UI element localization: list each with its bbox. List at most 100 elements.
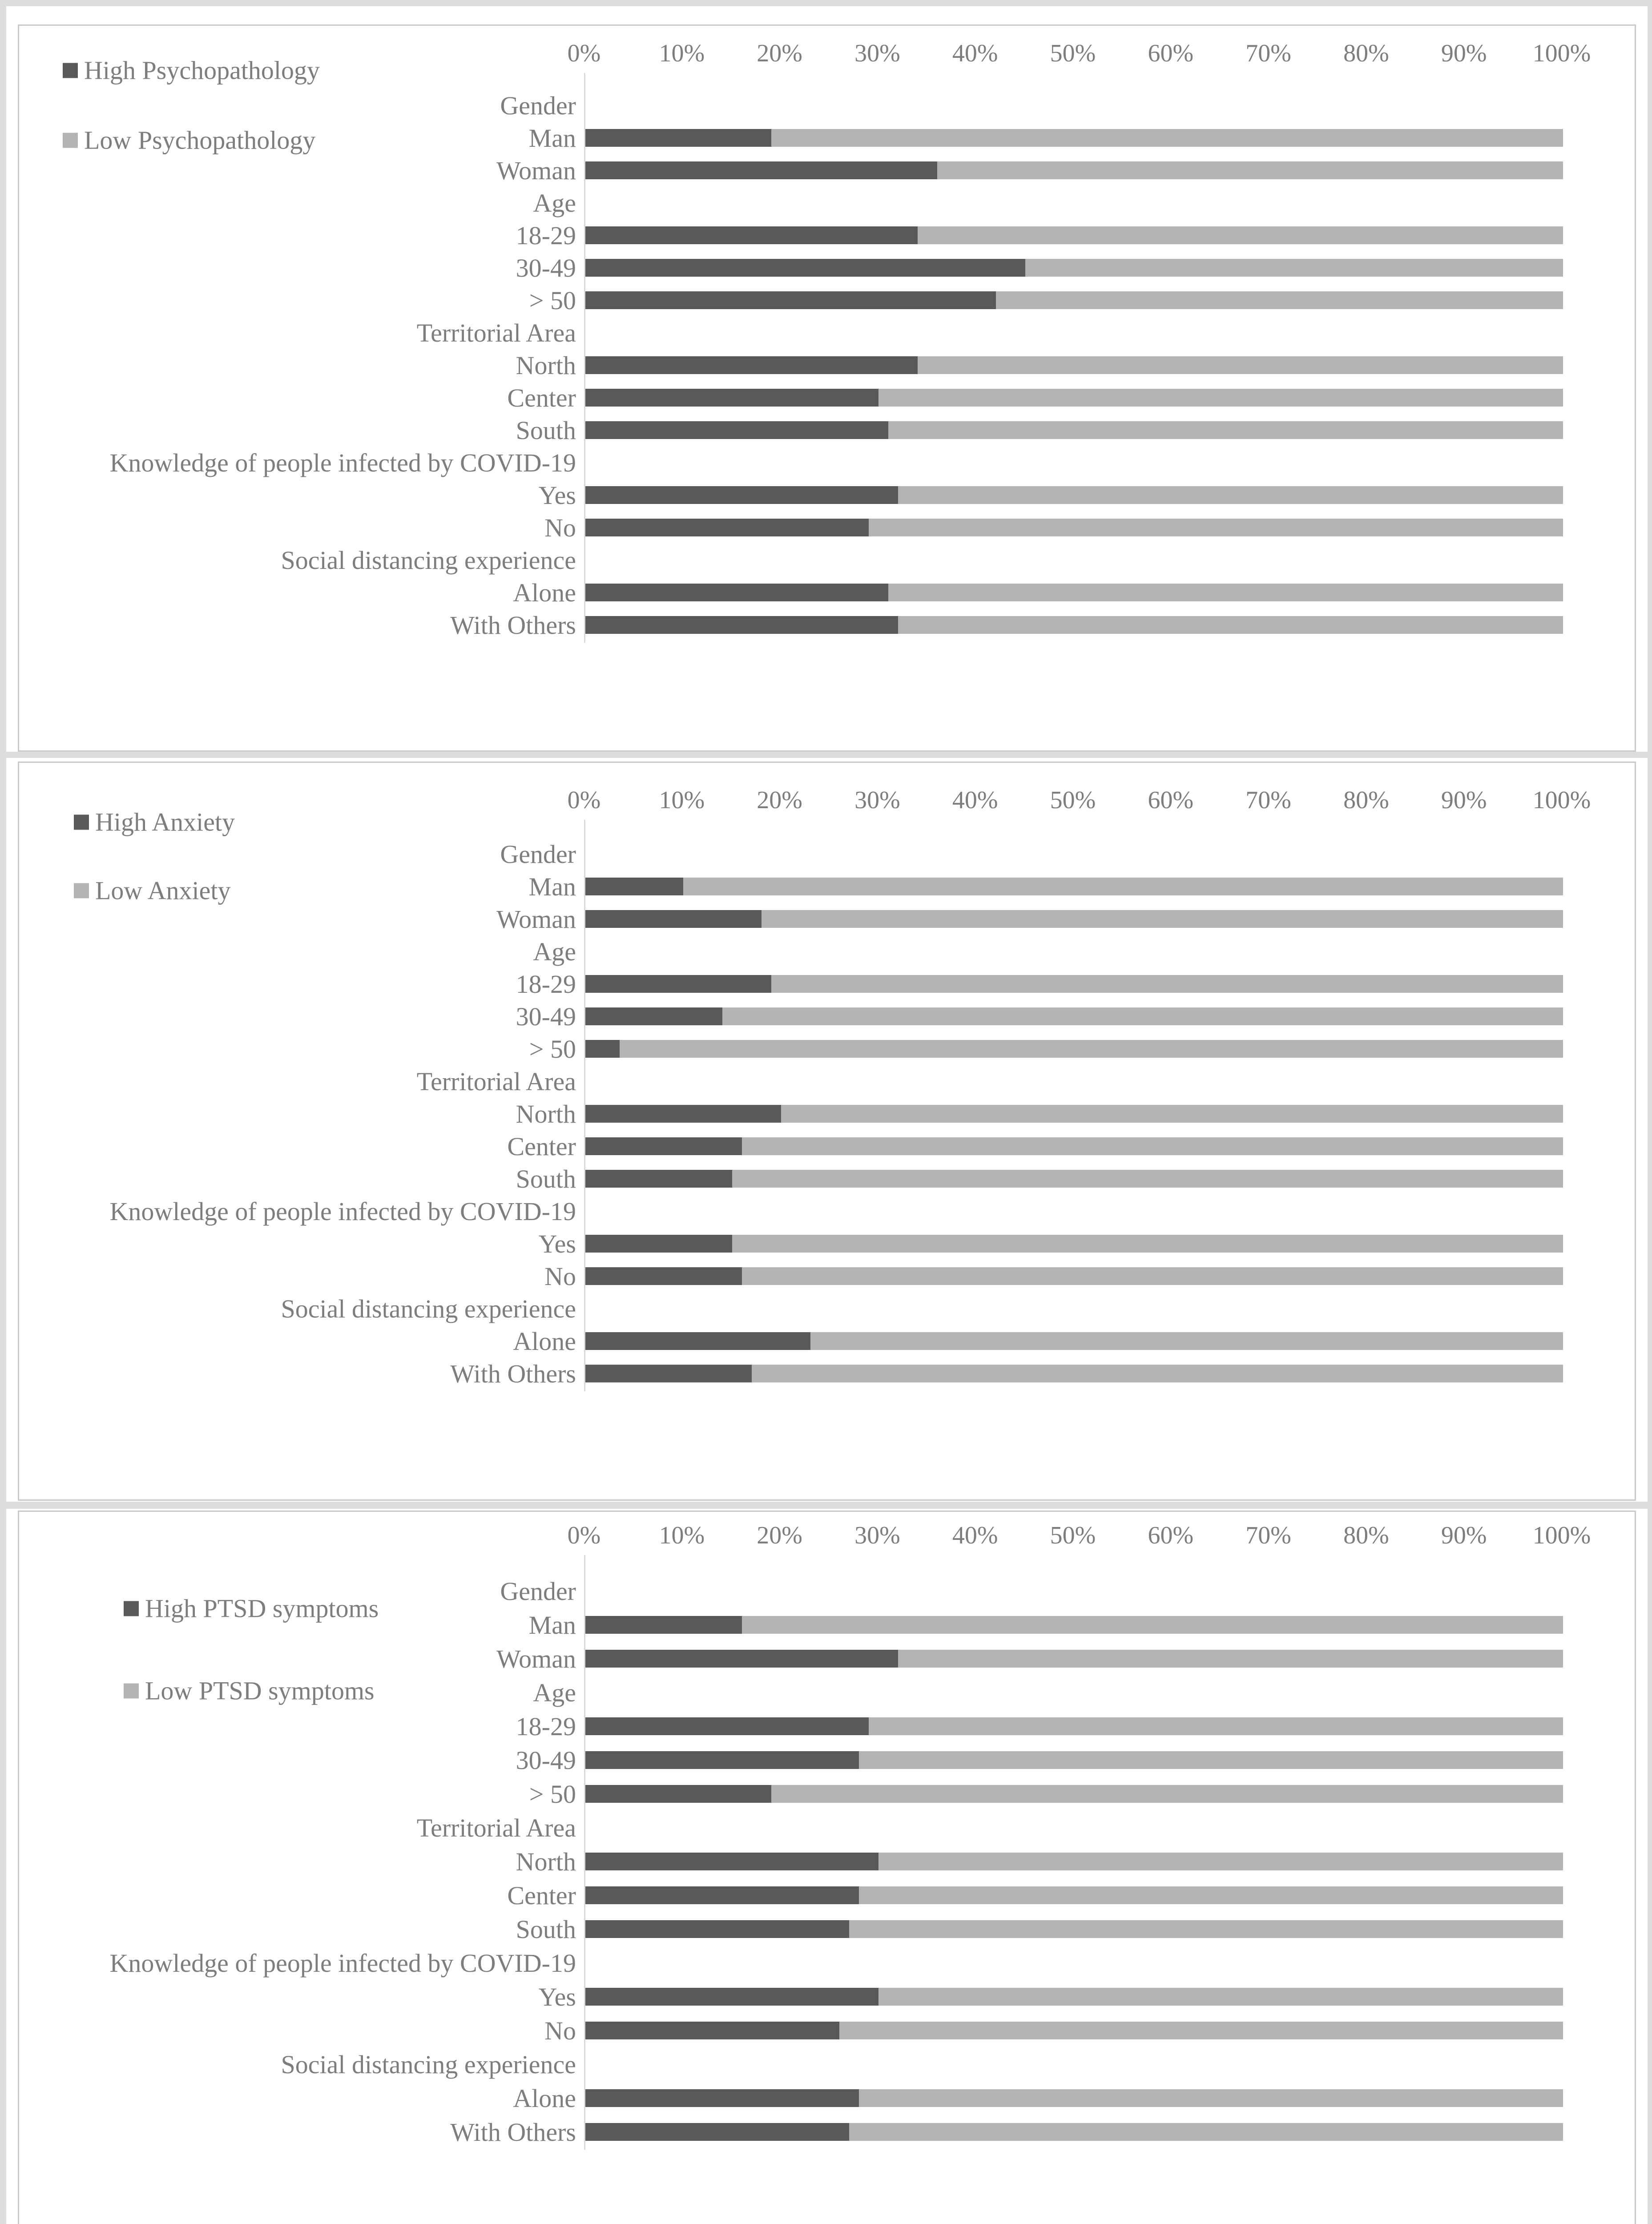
category-label: Woman — [496, 905, 576, 934]
legend-swatch-high — [74, 814, 89, 830]
low-segment — [619, 1040, 1563, 1058]
page-border-top — [0, 0, 1652, 6]
group-header-label: Age — [533, 937, 576, 966]
category-label: 18-29 — [516, 1712, 576, 1741]
stacked-bar — [585, 910, 1563, 928]
category-label: 30-49 — [516, 1002, 576, 1031]
stacked-bar — [585, 356, 1563, 374]
group-header-label: Gender — [500, 1577, 576, 1606]
category-label: Man — [528, 872, 576, 901]
axis-tick-label: 50% — [1050, 1522, 1096, 1549]
category-label: Alone — [513, 1327, 576, 1356]
stacked-bar — [585, 1137, 1563, 1155]
stacked-bar — [585, 519, 1563, 536]
panel-separator-2 — [0, 1502, 1652, 1509]
axis-tick-label: 100% — [1532, 40, 1591, 67]
axis-tick-label: 20% — [757, 1522, 802, 1549]
low-segment — [898, 486, 1563, 504]
low-segment — [839, 2022, 1563, 2039]
low-segment — [751, 1365, 1563, 1382]
stacked-bar — [585, 584, 1563, 601]
low-segment — [771, 129, 1563, 147]
low-segment — [888, 584, 1563, 601]
category-label: North — [516, 1100, 576, 1128]
low-segment — [849, 2123, 1563, 2141]
axis-tick-label: 60% — [1148, 40, 1194, 67]
low-segment — [918, 226, 1563, 244]
high-segment — [585, 389, 879, 407]
legend-swatch-high — [63, 63, 78, 78]
category-label: 30-49 — [516, 254, 576, 282]
group-header-label: Territorial Area — [416, 1067, 576, 1096]
high-segment — [585, 910, 762, 928]
axis-tick-label: 40% — [952, 40, 998, 67]
legend-label-low: Low PTSD symptoms — [145, 1676, 375, 1705]
high-segment — [585, 291, 996, 309]
category-label: Woman — [496, 1644, 576, 1673]
low-segment — [1025, 259, 1563, 277]
high-segment — [585, 519, 869, 536]
category-label: Center — [507, 1132, 576, 1161]
y-axis-line — [584, 73, 585, 643]
high-segment — [585, 356, 918, 374]
axis-tick-label: 60% — [1148, 1522, 1194, 1549]
high-segment — [585, 1717, 869, 1735]
axis-tick-label: 90% — [1441, 786, 1487, 814]
legend-item-low: Low Psychopathology — [63, 125, 315, 155]
high-segment — [585, 129, 771, 147]
high-segment — [585, 1365, 752, 1382]
group-header-label: Age — [533, 1678, 576, 1707]
stacked-bar — [585, 1105, 1563, 1123]
low-segment — [859, 1751, 1563, 1769]
low-segment — [732, 1235, 1563, 1253]
high-segment — [585, 584, 889, 601]
category-label: 18-29 — [516, 970, 576, 999]
low-segment — [859, 1886, 1563, 1904]
axis-tick-label: 90% — [1441, 1522, 1487, 1549]
high-segment — [585, 1650, 899, 1668]
axis-tick-label: 30% — [854, 40, 900, 67]
legend-label-low: Low Anxiety — [95, 876, 231, 905]
stacked-bar — [585, 1007, 1563, 1025]
high-segment — [585, 975, 771, 993]
low-segment — [741, 1267, 1563, 1285]
high-segment — [585, 259, 1026, 277]
group-header-label: Age — [533, 189, 576, 218]
axis-tick-label: 80% — [1343, 1522, 1389, 1549]
low-segment — [732, 1170, 1563, 1188]
low-segment — [878, 1988, 1563, 2006]
high-segment — [585, 161, 938, 179]
high-segment — [585, 1616, 742, 1634]
y-axis-line — [584, 820, 585, 1391]
high-segment — [585, 1886, 859, 1904]
axis-tick-label: 0% — [567, 786, 601, 814]
page-border-left — [0, 0, 6, 2224]
legend-item-low: Low Anxiety — [74, 876, 230, 906]
high-segment — [585, 226, 918, 244]
category-label: Yes — [538, 1982, 576, 2011]
group-header-label: Gender — [500, 840, 576, 869]
high-segment — [585, 1235, 732, 1253]
legend-label-high: High Anxiety — [95, 807, 235, 837]
stacked-bar — [585, 486, 1563, 504]
stacked-bar — [585, 389, 1563, 407]
category-label: Yes — [538, 1229, 576, 1258]
high-segment — [585, 1988, 879, 2006]
chart-panel-psychopathology: High Psychopathology Low Psychopathology 0… — [18, 24, 1636, 752]
axis-tick-label: 0% — [567, 40, 601, 67]
legend-label-low: Low Psychopathology — [84, 125, 316, 155]
high-segment — [585, 2123, 850, 2141]
axis-tick-label: 40% — [952, 786, 998, 814]
category-label: Yes — [538, 481, 576, 510]
high-segment — [585, 2022, 840, 2039]
low-segment — [781, 1105, 1563, 1123]
axis-tick-label: 90% — [1441, 40, 1487, 67]
high-segment — [585, 486, 899, 504]
low-segment — [888, 421, 1563, 439]
category-label: With Others — [450, 1359, 576, 1388]
stacked-bar — [585, 259, 1563, 277]
group-header-label: Knowledge of people infected by COVID-19 — [109, 448, 576, 477]
low-segment — [898, 616, 1563, 634]
legend-label-high: High PTSD symptoms — [145, 1594, 379, 1623]
stacked-bar — [585, 878, 1563, 895]
